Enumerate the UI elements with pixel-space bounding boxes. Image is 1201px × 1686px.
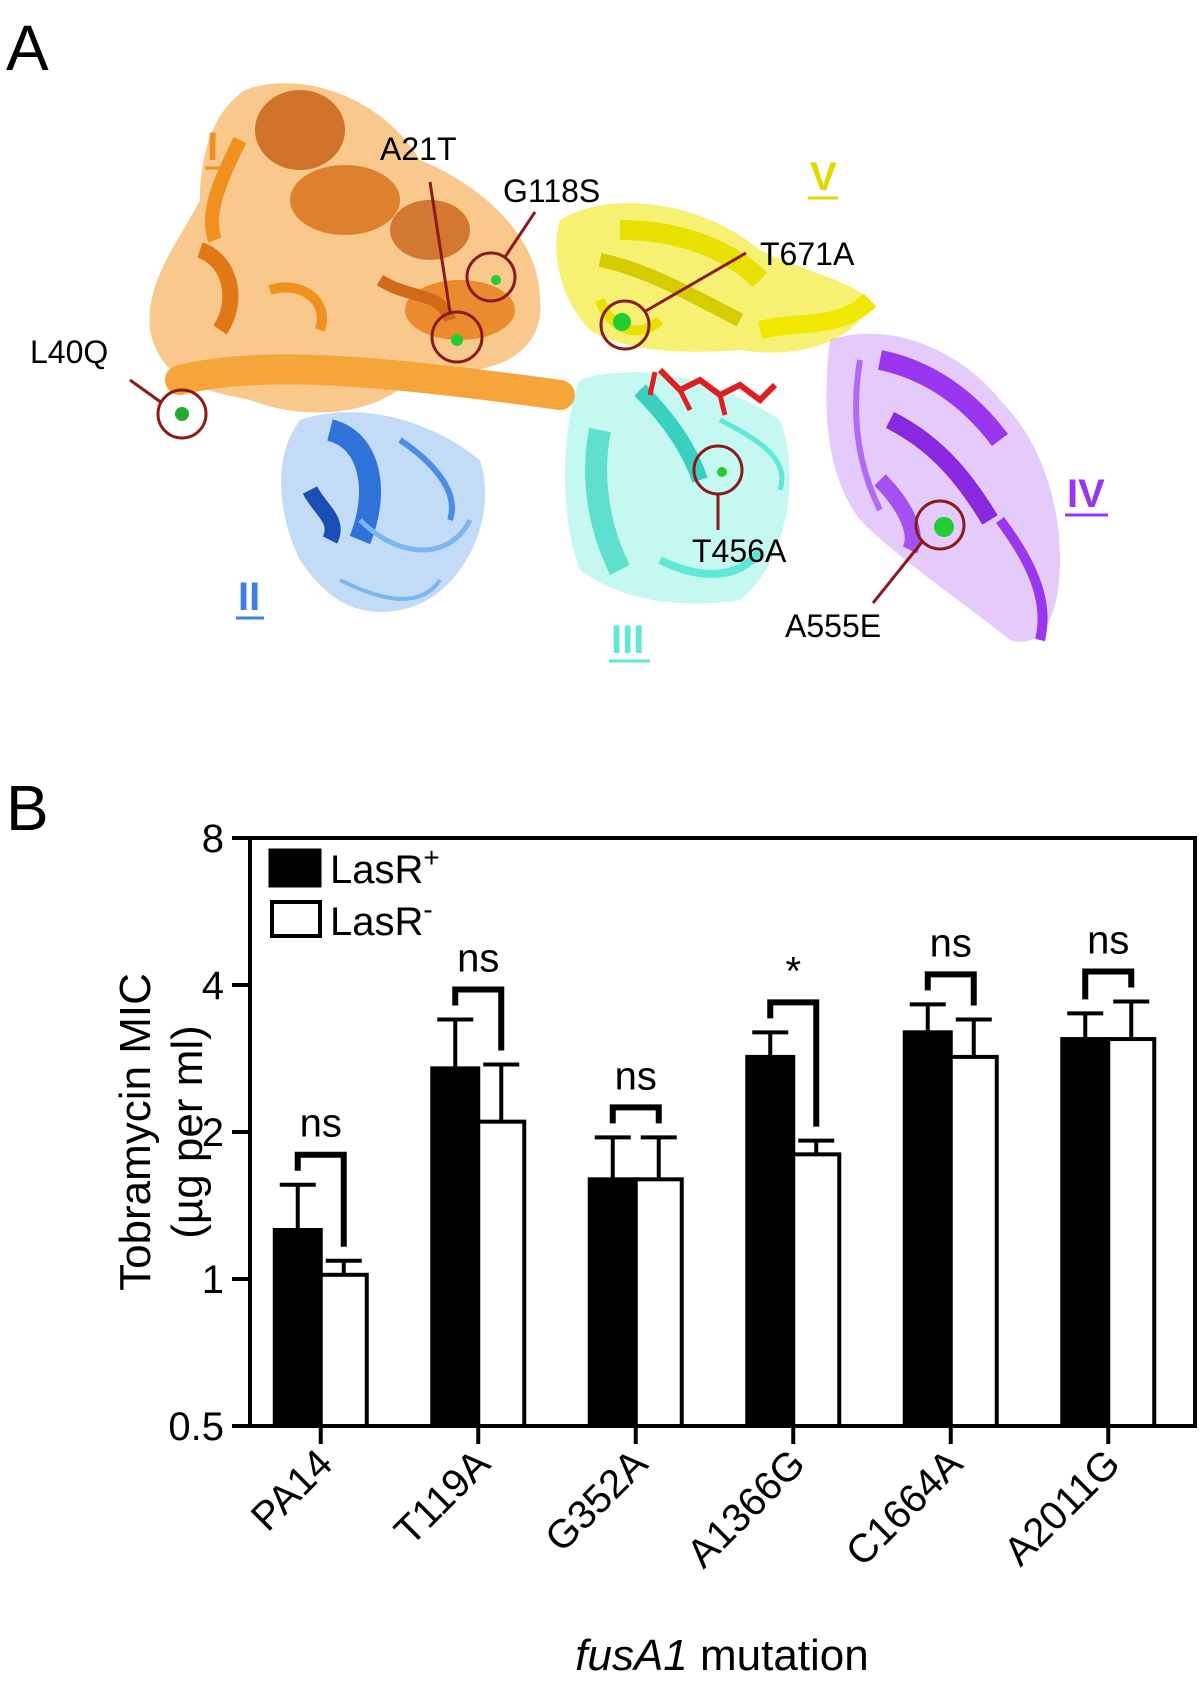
significance-label-0: ns bbox=[300, 1102, 342, 1146]
bracket-3 bbox=[767, 999, 820, 1127]
bar-t119a-series-0 bbox=[430, 1066, 481, 1428]
legend-swatch-lasr-plus bbox=[268, 848, 322, 888]
mutation-markers bbox=[129, 181, 966, 604]
domain-label-iii: III bbox=[609, 618, 650, 663]
y-tick-label-4: 8 bbox=[202, 817, 224, 861]
domain-iv-structure bbox=[826, 333, 1060, 642]
ligand-structure bbox=[647, 367, 778, 416]
marker-a555e bbox=[914, 499, 966, 551]
marker-l40q bbox=[156, 388, 208, 440]
significance-label-2: ns bbox=[615, 1054, 657, 1098]
mutation-label-t456a: T456A bbox=[692, 533, 787, 569]
bar-chart: 0.5 1 2 4 8 ns ns ns * ns ns PA14 T119A G352A A1366G… bbox=[111, 817, 1197, 1680]
y-tick-label-1: 1 bbox=[202, 1258, 224, 1302]
svg-text:(µg per ml): (µg per ml) bbox=[163, 1025, 212, 1239]
marker-g118s bbox=[465, 251, 517, 303]
bars bbox=[272, 999, 1157, 1429]
mutation-label-l40q: L40Q bbox=[30, 334, 108, 370]
bracket-5 bbox=[1082, 968, 1135, 1000]
bar-g352a-series-0 bbox=[587, 1177, 638, 1429]
svg-text:V: V bbox=[810, 155, 837, 199]
domain-v-structure bbox=[556, 203, 877, 353]
legend-label-lasr-plus: LasR+ bbox=[330, 842, 440, 892]
y-tick-label-0: 0.5 bbox=[168, 1405, 224, 1449]
x-tick-label-a2011g: A2011G bbox=[996, 1441, 1129, 1574]
marker-a21t bbox=[430, 310, 484, 364]
bar-c1664a-series-0 bbox=[902, 1030, 953, 1429]
panel-a-label: A bbox=[6, 12, 49, 84]
svg-text:IV: IV bbox=[1067, 472, 1105, 516]
bar-t119a-series-1 bbox=[476, 1119, 527, 1428]
x-tick-label-a1366g: A1366G bbox=[679, 1441, 814, 1576]
y-tick-label-2: 2 bbox=[202, 1111, 224, 1155]
domain-iii-structure bbox=[565, 372, 790, 604]
panel-b-label: B bbox=[6, 772, 49, 844]
x-tick-label-pa14: PA14 bbox=[243, 1441, 341, 1539]
x-tick-label-g352a: G352A bbox=[537, 1441, 656, 1560]
bracket-2 bbox=[609, 1104, 662, 1124]
domain-label-iv: IV bbox=[1065, 472, 1108, 517]
bar-pa14-series-0 bbox=[272, 1227, 323, 1428]
x-axis-title: fusA1 mutation bbox=[575, 1631, 869, 1680]
significance-label-3: * bbox=[785, 949, 801, 993]
bar-a2011g-series-0 bbox=[1060, 1037, 1111, 1428]
domain-label-ii: II bbox=[236, 575, 264, 620]
bar-pa14-series-1 bbox=[318, 1272, 369, 1428]
bar-a1366g-series-0 bbox=[745, 1054, 796, 1428]
x-tick-label-t119a: T119A bbox=[386, 1441, 499, 1554]
bracket-4 bbox=[924, 971, 977, 1006]
bracket-0 bbox=[294, 1151, 347, 1247]
domain-i-structure bbox=[149, 83, 575, 413]
mutation-label-a555e: A555E bbox=[785, 608, 881, 644]
domain-label-i: I bbox=[205, 125, 226, 170]
mutation-label-g118s: G118S bbox=[503, 173, 600, 209]
y-tick-label-3: 4 bbox=[202, 964, 224, 1008]
svg-text:II: II bbox=[238, 575, 260, 619]
bar-g352a-series-1 bbox=[633, 1177, 684, 1429]
bar-a2011g-series-1 bbox=[1106, 1037, 1157, 1428]
significance-brackets: ns ns ns * ns ns bbox=[294, 919, 1135, 1247]
significance-label-5: ns bbox=[1087, 919, 1129, 963]
mutation-label-t671a: T671A bbox=[760, 236, 855, 272]
bar-a1366g-series-1 bbox=[791, 1152, 842, 1429]
domain-label-v: V bbox=[808, 155, 838, 200]
svg-text:III: III bbox=[611, 618, 644, 662]
legend-label-lasr-minus: LasR- bbox=[330, 894, 433, 944]
marker-t671a bbox=[599, 299, 651, 351]
x-axis: PA14 T119A G352A A1366G C1664A A2011G bbox=[243, 1426, 1129, 1576]
protein-structure bbox=[129, 83, 1060, 642]
significance-label-4: ns bbox=[930, 921, 972, 965]
legend: LasR+ LasR- bbox=[268, 842, 440, 944]
legend-swatch-lasr-minus bbox=[270, 900, 322, 938]
domain-ii-structure bbox=[281, 412, 486, 612]
y-axis: 0.5 1 2 4 8 bbox=[168, 817, 250, 1449]
svg-text:Tobramycin MIC: Tobramycin MIC bbox=[111, 973, 160, 1291]
bar-c1664a-series-1 bbox=[948, 1054, 999, 1428]
y-axis-title: Tobramycin MIC (µg per ml) bbox=[111, 973, 212, 1291]
mutation-label-a21t: A21T bbox=[380, 131, 456, 167]
bracket-1 bbox=[452, 986, 505, 1051]
svg-text:I: I bbox=[207, 125, 218, 169]
x-tick-label-c1664a: C1664A bbox=[838, 1441, 972, 1575]
significance-label-1: ns bbox=[457, 936, 499, 980]
